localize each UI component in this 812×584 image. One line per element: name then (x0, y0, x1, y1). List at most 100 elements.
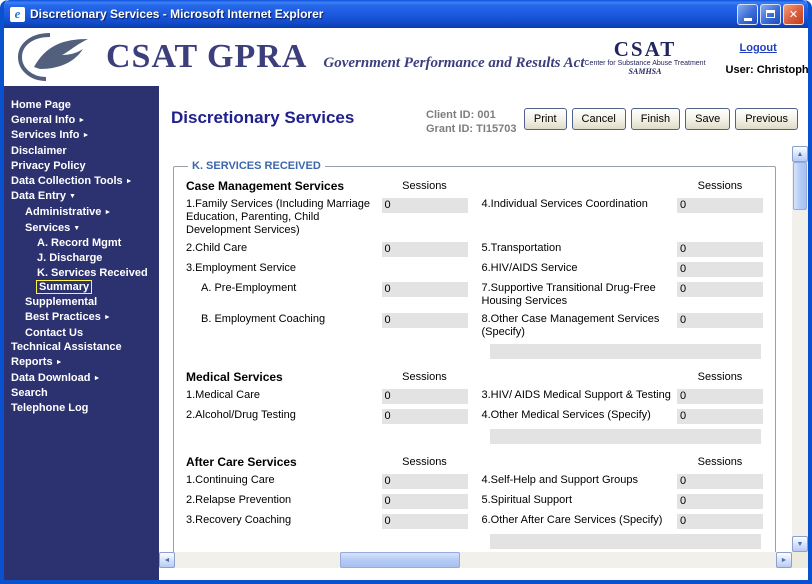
sidebar-item-administrative[interactable]: Administrative ► (4, 205, 159, 221)
sessions-input[interactable]: 0 (677, 242, 763, 257)
sidebar-item-data-collection-tools[interactable]: Data Collection Tools ► (4, 174, 159, 190)
horizontal-scroll-thumb[interactable] (340, 552, 460, 568)
chevron-right-icon: ► (103, 313, 111, 321)
sidebar-item-telephone-log[interactable]: Telephone Log (4, 401, 159, 416)
sidebar-item-label: Services Info (11, 129, 80, 142)
finish-button[interactable]: Finish (630, 108, 681, 130)
field-label: 3.Recovery Coaching (186, 514, 292, 526)
sidebar-item-data-entry[interactable]: Data Entry ▼ (4, 189, 159, 205)
specify-input[interactable] (489, 429, 761, 444)
logout-link[interactable]: Logout (739, 42, 777, 54)
user-block: Logout User: Christopher Shumway (726, 38, 808, 76)
print-button[interactable]: Print (523, 108, 567, 130)
field-label: 3.Employment Service (186, 262, 297, 274)
sessions-input[interactable]: 0 (677, 474, 763, 489)
sessions-input[interactable]: 0 (677, 389, 763, 404)
sidebar-item-contact-us[interactable]: Contact Us (4, 326, 159, 341)
sidebar-item-summary[interactable]: Summary (4, 280, 159, 295)
sessions-input[interactable]: 0 (381, 198, 468, 213)
form-row: 3.Employment Service 6.HIV/AIDS Service 0 (186, 262, 763, 277)
brand: CSAT GPRA Government Performance and Res… (106, 38, 585, 76)
cancel-button[interactable]: Cancel (571, 108, 626, 130)
scroll-right-button[interactable]: ► (776, 552, 792, 568)
id-block: Client ID: 001 Grant ID: TI15703 (426, 108, 524, 146)
close-button[interactable]: ✕ (783, 3, 804, 25)
left-cell: A. Pre-Employment 0 (186, 282, 468, 308)
sessions-input[interactable]: 0 (677, 514, 763, 529)
sessions-column-header: Sessions (697, 371, 743, 383)
sidebar-item-k-services-received[interactable]: K. Services Received (4, 266, 159, 281)
sidebar-item-services-info[interactable]: Services Info ► (4, 128, 159, 144)
input-cell: 0 (677, 262, 763, 277)
sessions-input[interactable]: 0 (381, 409, 468, 424)
sidebar-item-reports[interactable]: Reports ► (4, 355, 159, 371)
brand-title: CSAT GPRA (106, 38, 308, 75)
sidebar-item-privacy-policy[interactable]: Privacy Policy (4, 159, 159, 174)
form-row (186, 344, 763, 359)
form-row (186, 429, 763, 444)
field-label: 6.Other After Care Services (Specify) (481, 514, 663, 526)
input-cell: 0 (381, 242, 468, 257)
scroll-up-button[interactable]: ▲ (792, 146, 808, 162)
sessions-input[interactable]: 0 (381, 494, 468, 509)
sidebar-item-label: Best Practices (25, 310, 101, 323)
specify-input[interactable] (489, 344, 761, 359)
right-cell: 4.Self-Help and Support Groups 0 (482, 474, 763, 489)
field-label: 6.HIV/AIDS Service (481, 262, 578, 274)
field-label: 2.Relapse Prevention (186, 494, 292, 506)
sidebar-item-a-record-mgmt[interactable]: A. Record Mgmt (4, 236, 159, 251)
form-row (186, 534, 763, 549)
input-cell: 0 (677, 494, 763, 509)
sidebar-item-search[interactable]: Search (4, 386, 159, 401)
app-body: Home Page General Info ► Services Info ► Disc… (4, 86, 808, 580)
form-row: 2.Relapse Prevention 0 5.Spiritual Support… (186, 494, 763, 509)
sidebar-item-home-page[interactable]: Home Page (4, 98, 159, 113)
sidebar-item-label: Search (11, 387, 48, 400)
form-row: 1.Family Services (Including Marriage Ed… (186, 198, 763, 237)
vertical-scroll-track[interactable] (792, 210, 808, 536)
input-cell: 0 (677, 474, 763, 489)
sessions-input[interactable]: 0 (677, 313, 763, 328)
sessions-input[interactable]: 0 (381, 474, 468, 489)
maximize-button[interactable] (760, 3, 781, 25)
sessions-input[interactable]: 0 (381, 389, 468, 404)
sessions-input[interactable]: 0 (677, 198, 763, 213)
scroll-left-button[interactable]: ◄ (159, 552, 175, 568)
right-cell: 5.Transportation 0 (482, 242, 763, 257)
horizontal-scrollbar[interactable]: ◄ ► (159, 552, 792, 568)
sidebar-item-data-download[interactable]: Data Download ► (4, 371, 159, 387)
horizontal-scroll-track[interactable] (460, 552, 776, 568)
sidebar-item-disclaimer[interactable]: Disclaimer (4, 144, 159, 159)
sidebar-item-j-discharge[interactable]: J. Discharge (4, 251, 159, 266)
sidebar-item-technical-assistance[interactable]: Technical Assistance (4, 340, 159, 355)
vertical-scrollbar[interactable]: ▲ ▼ (792, 146, 808, 552)
sidebar-item-best-practices[interactable]: Best Practices ► (4, 310, 159, 326)
sessions-input[interactable]: 0 (381, 514, 468, 529)
sessions-input[interactable]: 0 (677, 262, 763, 277)
fieldset-legend: K. SERVICES RECEIVED (192, 160, 321, 172)
sessions-input[interactable]: 0 (677, 282, 763, 297)
chevron-right-icon: ► (125, 177, 133, 185)
specify-input[interactable] (489, 534, 761, 549)
page-title: Discretionary Services (171, 108, 355, 127)
sidebar-item-label: J. Discharge (37, 252, 103, 265)
save-button[interactable]: Save (685, 108, 731, 130)
previous-button[interactable]: Previous (735, 108, 798, 130)
sessions-input[interactable]: 0 (381, 313, 468, 328)
sessions-input[interactable]: 0 (677, 409, 763, 424)
sidebar-item-services[interactable]: Services ▼ (4, 221, 159, 237)
sessions-input[interactable]: 0 (677, 494, 763, 509)
chevron-right-icon: ► (55, 358, 63, 366)
sessions-input[interactable]: 0 (381, 242, 468, 257)
sidebar-item-label: Services (25, 221, 71, 234)
left-cell: 1.Family Services (Including Marriage Ed… (186, 198, 468, 237)
sessions-input[interactable]: 0 (381, 282, 468, 297)
scroll-down-button[interactable]: ▼ (792, 536, 808, 552)
sidebar-item-general-info[interactable]: General Info ► (4, 113, 159, 129)
sidebar-item-label: Data Download (11, 371, 91, 384)
input-cell: 0 (677, 198, 763, 213)
sidebar-item-supplemental[interactable]: Supplemental (4, 295, 159, 310)
minimize-button[interactable] (737, 3, 758, 25)
left-cell: 1.Continuing Care 0 (186, 474, 468, 489)
vertical-scroll-thumb[interactable] (793, 162, 807, 210)
